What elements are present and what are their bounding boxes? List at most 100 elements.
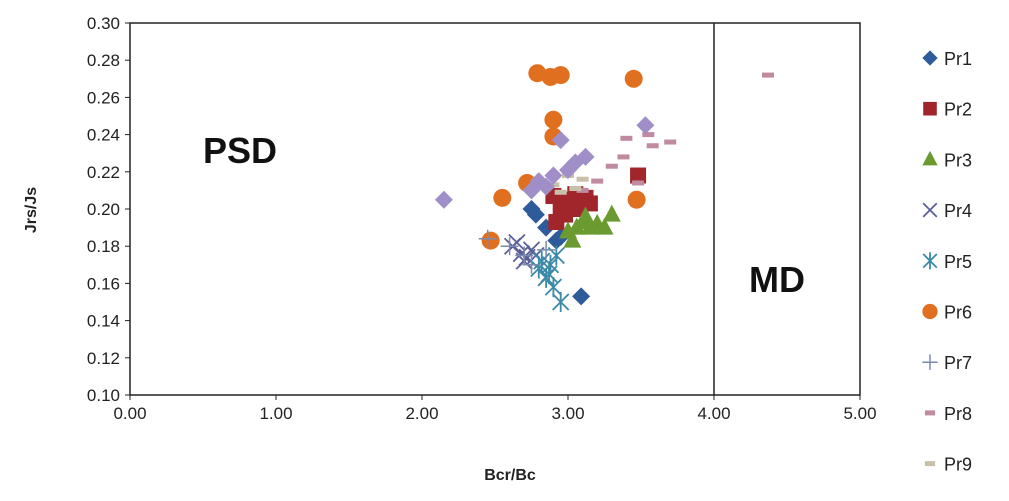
y-tick-label: 0.16 — [87, 274, 120, 293]
y-tick-label: 0.18 — [87, 237, 120, 256]
legend-item-pr6: Pr6 — [922, 303, 972, 323]
data-point — [551, 131, 570, 150]
legend-marker-icon — [923, 101, 937, 116]
legend-marker-icon — [922, 354, 938, 370]
data-point — [554, 189, 567, 195]
data-point — [515, 246, 534, 265]
data-point — [617, 154, 630, 160]
data-point — [559, 160, 577, 179]
y-tick-label: 0.28 — [87, 51, 120, 70]
data-point — [537, 240, 556, 259]
data-point — [576, 176, 589, 182]
data-point — [540, 264, 558, 285]
y-tick-label: 0.24 — [87, 126, 120, 145]
data-point — [572, 287, 591, 306]
x-tick-label: 5.00 — [843, 404, 876, 423]
series-pr5 — [530, 245, 570, 312]
data-point — [434, 190, 453, 209]
legend-label: Pr1 — [944, 49, 972, 69]
data-point — [620, 135, 633, 141]
data-point — [576, 187, 589, 193]
legend-item-pr8: Pr8 — [924, 404, 972, 424]
y-axis-label: Jrs/Js — [23, 187, 40, 233]
legend-label: Pr8 — [944, 404, 972, 424]
data-point — [481, 231, 500, 250]
data-point — [595, 217, 614, 235]
y-tick-label: 0.14 — [87, 312, 120, 331]
series-pr7 — [478, 229, 556, 274]
y-tick-label: 0.30 — [87, 14, 120, 33]
legend-label: Pr4 — [944, 201, 972, 221]
data-point — [544, 110, 563, 129]
x-axis-label: Bcr/Bc — [484, 467, 536, 484]
data-point — [478, 229, 497, 248]
legend-label: Pr7 — [944, 353, 972, 373]
data-point — [624, 69, 643, 88]
data-point — [522, 181, 541, 200]
series-pr6 — [481, 64, 646, 250]
x-tick-label: 1.00 — [259, 404, 292, 423]
legend-label: Pr5 — [944, 252, 972, 272]
data-point — [576, 206, 595, 224]
y-tick-label: 0.26 — [87, 88, 120, 107]
data-point — [551, 66, 570, 85]
y-tick-label: 0.10 — [87, 386, 120, 405]
annotation-psd: PSD — [203, 130, 277, 171]
legend-marker-icon — [922, 150, 938, 166]
series-pr8 — [576, 72, 775, 193]
data-point — [762, 72, 775, 78]
legend-marker-icon — [924, 461, 936, 467]
series-unlabeled-9 — [434, 116, 655, 209]
data-point — [591, 178, 604, 184]
legend-label: Pr6 — [944, 303, 972, 323]
data-point — [627, 190, 646, 209]
data-point — [632, 180, 645, 186]
legend-item-pr3: Pr3 — [922, 150, 972, 170]
legend-item-pr2: Pr2 — [923, 100, 972, 120]
legend-marker-icon — [922, 50, 938, 66]
data-point — [646, 143, 659, 149]
y-tick-label: 0.22 — [87, 163, 120, 182]
data-point — [552, 292, 570, 312]
legend-label: Pr3 — [944, 150, 972, 170]
data-point — [557, 206, 574, 223]
y-tick-label: 0.20 — [87, 200, 120, 219]
data-point — [500, 237, 519, 256]
series-pr2 — [545, 167, 647, 231]
x-tick-label: 0.00 — [113, 404, 146, 423]
data-point — [602, 204, 621, 222]
data-point — [544, 166, 563, 185]
series-pr3 — [559, 204, 621, 248]
legend-marker-icon — [922, 252, 938, 270]
data-point — [547, 182, 560, 188]
y-tick-label: 0.12 — [87, 349, 120, 368]
x-tick-label: 3.00 — [551, 404, 584, 423]
data-point — [537, 177, 556, 196]
data-points — [434, 64, 775, 312]
data-point — [569, 186, 582, 192]
legend-marker-icon — [922, 202, 938, 218]
axes: 0.00 1.00 2.00 3.00 4.00 5.00 0.10 0.12 0.14 0.16… — [87, 14, 877, 423]
legend-marker-icon — [922, 303, 938, 320]
data-point — [630, 167, 647, 184]
legend-label: Pr2 — [944, 100, 972, 120]
data-point — [576, 147, 595, 166]
data-point — [559, 221, 577, 239]
data-point — [508, 233, 526, 252]
plot-frame — [129, 22, 861, 396]
legend-item-pr9: Pr9 — [924, 455, 972, 475]
legend-marker-icon — [924, 410, 936, 416]
legend-item-pr1: Pr1 — [922, 49, 972, 69]
data-point — [636, 116, 655, 135]
data-point — [563, 230, 582, 248]
legend-label: Pr9 — [944, 455, 972, 475]
annotation-md: MD — [749, 259, 805, 300]
legend-item-pr5: Pr5 — [922, 252, 972, 272]
legend: Pr1 Pr2 Pr3 Pr4 Pr5 Pr6 Pr7 Pr8 Pr9 — [922, 49, 972, 475]
x-tick-label: 2.00 — [405, 404, 438, 423]
data-point — [605, 163, 618, 169]
data-point — [526, 205, 545, 224]
x-tick-label: 4.00 — [697, 404, 730, 423]
data-point — [642, 132, 655, 138]
